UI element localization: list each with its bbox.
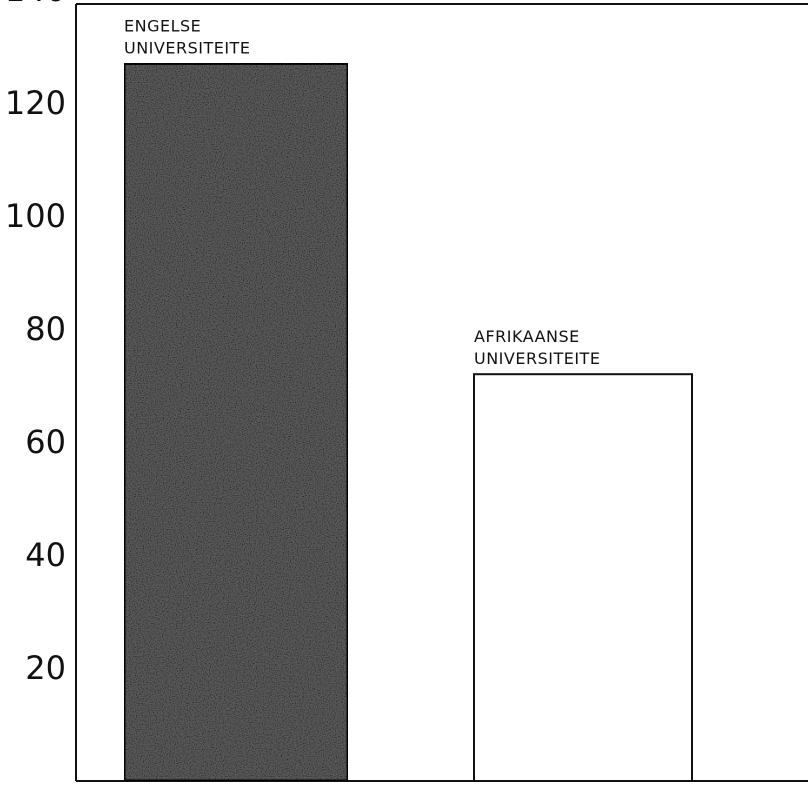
y-tick-label-140: 140 [5, 0, 66, 9]
y-tick-label-100: 100 [5, 197, 66, 235]
bar-1-label-line-1: UNIVERSITEITE [474, 349, 600, 368]
bars [122, 61, 693, 783]
y-tick-label-40: 40 [25, 536, 66, 574]
y-tick-label-80: 80 [25, 310, 66, 348]
bar-1 [473, 373, 693, 782]
y-tick-label-60: 60 [25, 423, 66, 461]
bar-1-label-line-0: AFRIKAANSE [474, 327, 580, 346]
bar-0-label-line-1: UNIVERSITEITE [124, 38, 250, 57]
bar-0 [122, 61, 350, 783]
y-tick-label-20: 20 [25, 649, 66, 687]
y-tick-label-120: 120 [5, 84, 66, 122]
bar-0-label-line-0: ENGELSE [124, 16, 201, 35]
y-axis-ticks: 20 40 60 80 100 120 140 [5, 0, 66, 687]
bar-labels: ENGELSE UNIVERSITEITE AFRIKAANSE UNIVERSITE… [124, 16, 600, 368]
